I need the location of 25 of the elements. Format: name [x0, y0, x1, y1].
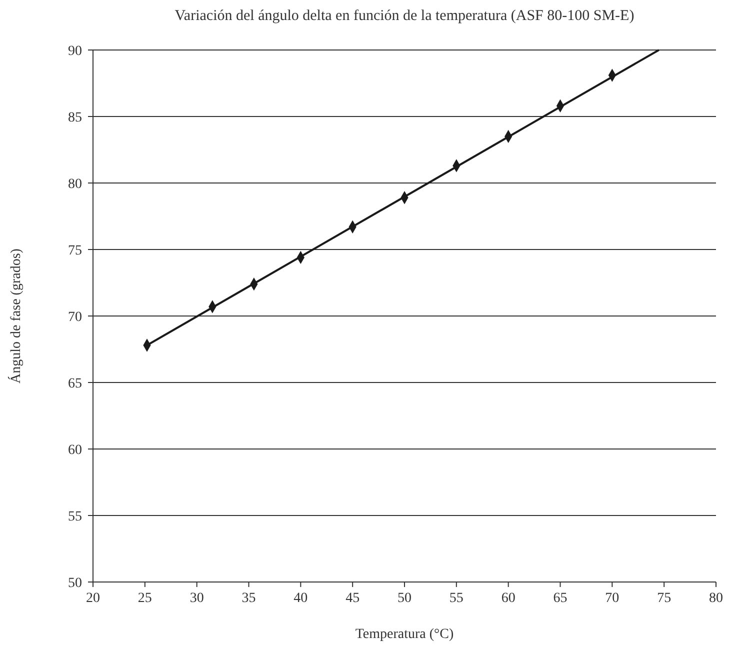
x-axis-title: Temperatura (°C) — [355, 627, 454, 642]
x-tick-label: 80 — [709, 591, 723, 606]
x-tick-label: 55 — [449, 591, 464, 606]
y-tick-label: 85 — [68, 110, 82, 126]
x-tick-label: 35 — [242, 591, 256, 606]
x-tick-label: 30 — [190, 591, 204, 606]
x-tick-label: 20 — [86, 591, 100, 606]
x-tick-label: 25 — [138, 591, 152, 606]
y-axis-title: Ángulo de fase (grados) — [7, 248, 24, 384]
x-tick-label: 75 — [657, 591, 672, 606]
x-tick-label: 45 — [346, 591, 360, 606]
y-tick-label: 80 — [68, 177, 82, 192]
y-tick-label: 60 — [68, 443, 82, 458]
y-tick-label: 65 — [68, 376, 82, 392]
x-tick-label: 40 — [294, 591, 308, 606]
y-tick-label: 55 — [68, 510, 82, 524]
chart-title: Variación del ángulo delta en función de la temperatura (ASF 80-100 SM-E) — [174, 8, 634, 24]
y-tick-label: 90 — [68, 44, 82, 59]
x-tick-label: 65 — [553, 591, 568, 606]
x-tick-label: 60 — [501, 591, 516, 606]
x-tick-label: 70 — [605, 591, 620, 606]
y-tick-label: 50 — [68, 576, 82, 591]
x-tick-label: 50 — [398, 591, 412, 606]
y-tick-label: 75 — [68, 244, 82, 258]
y-tick-label: 70 — [68, 310, 82, 325]
